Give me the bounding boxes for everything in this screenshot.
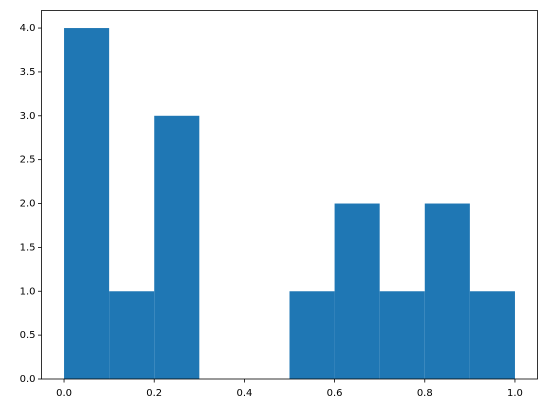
y-tick-label: 3.0	[20, 111, 36, 122]
bar	[379, 291, 425, 379]
x-tick-label: 0.4	[236, 388, 252, 399]
x-tick-label: 0.0	[56, 388, 72, 399]
x-tick-label: 0.8	[417, 388, 433, 399]
y-tick-label: 2.0	[20, 199, 36, 210]
y-tick-label: 1.5	[20, 242, 36, 253]
bar	[334, 203, 380, 379]
y-tick-label: 0.0	[20, 374, 36, 385]
y-tick-label: 0.5	[20, 330, 36, 341]
x-tick-label: 0.6	[327, 388, 343, 399]
bar	[469, 291, 515, 379]
y-tick-label: 1.0	[20, 286, 36, 297]
y-tick-label: 2.5	[20, 155, 36, 166]
x-tick-label: 0.2	[146, 388, 162, 399]
bar	[289, 291, 335, 379]
bar	[424, 203, 470, 379]
axes-frame	[41, 10, 538, 380]
y-tick-label: 4.0	[20, 23, 36, 34]
x-tick-label: 1.0	[507, 388, 523, 399]
bar	[154, 115, 200, 380]
bar	[64, 28, 110, 380]
y-tick-label: 3.5	[20, 67, 36, 78]
bar	[109, 291, 155, 379]
plot-area	[64, 28, 515, 380]
